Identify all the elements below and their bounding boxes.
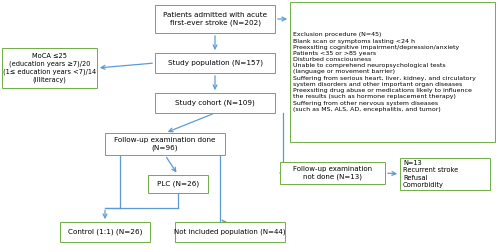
FancyBboxPatch shape [400,158,490,190]
Text: Patients admitted with acute
first-ever stroke (N=202): Patients admitted with acute first-ever … [163,12,267,26]
FancyBboxPatch shape [290,2,495,142]
Text: Not included population (N=44): Not included population (N=44) [174,229,286,235]
Text: Follow-up examination
not done (N=13): Follow-up examination not done (N=13) [293,166,372,180]
Text: N=13
Recurrent stroke
Refusal
Comorbidity: N=13 Recurrent stroke Refusal Comorbidit… [403,160,458,188]
FancyBboxPatch shape [175,222,285,242]
FancyBboxPatch shape [155,53,275,73]
Text: Control (1:1) (N=26): Control (1:1) (N=26) [68,229,142,235]
FancyBboxPatch shape [155,93,275,113]
Text: Follow-up examination done
(N=96): Follow-up examination done (N=96) [114,137,216,151]
Text: PLC (N=26): PLC (N=26) [157,181,199,187]
Text: Exclusion procedure (N=45)
Blank scan or symptoms lasting <24 h
Preexsiting cogn: Exclusion procedure (N=45) Blank scan or… [293,32,476,112]
Text: MoCA ≤25
(education years ≥7)/20
(1≤ education years <7)/14
(illiteracy): MoCA ≤25 (education years ≥7)/20 (1≤ edu… [3,53,96,83]
FancyBboxPatch shape [155,5,275,33]
FancyBboxPatch shape [2,48,97,88]
FancyBboxPatch shape [148,175,208,193]
FancyBboxPatch shape [60,222,150,242]
FancyBboxPatch shape [105,133,225,155]
Text: Study population (N=157): Study population (N=157) [168,60,262,66]
FancyBboxPatch shape [280,162,385,184]
Text: Study cohort (N=109): Study cohort (N=109) [175,100,255,106]
